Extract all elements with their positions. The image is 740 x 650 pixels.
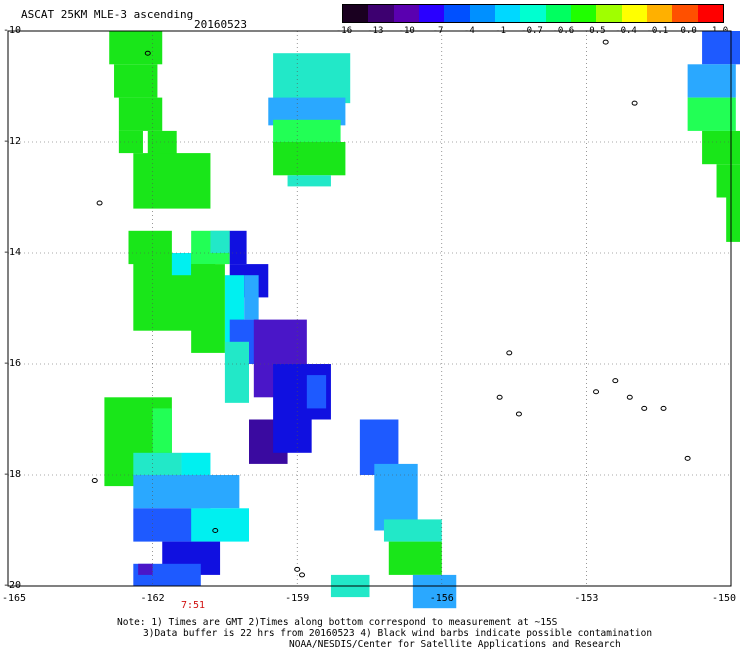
graticule — [8, 31, 731, 586]
longitude-label: -156 — [429, 593, 454, 604]
island-outline — [660, 405, 667, 411]
colorbar-segment — [393, 5, 419, 22]
wind-cell — [191, 508, 249, 542]
wind-cells-layer — [104, 31, 740, 609]
island-outline — [91, 478, 98, 484]
islands-layer — [91, 39, 691, 578]
wind-cell — [210, 230, 230, 253]
colorbar-segment — [697, 5, 723, 22]
latitude-label: -20 — [3, 580, 22, 591]
colorbar-segment — [469, 5, 495, 22]
longitude-label: -162 — [140, 593, 165, 604]
longitude-label: -153 — [574, 593, 599, 604]
colorbar-segment — [520, 5, 546, 22]
colorbar-segment — [672, 5, 698, 22]
island-outline — [641, 405, 648, 411]
colorbar-segment — [570, 5, 597, 22]
product-title: ASCAT 25KM MLE-3 ascending — [21, 8, 194, 21]
colorbar-segment — [646, 5, 673, 22]
wind-cell — [138, 563, 153, 575]
latitude-label: -10 — [3, 25, 22, 36]
wind-cell — [412, 574, 457, 609]
wind-cell — [191, 264, 225, 353]
island-outline — [144, 50, 151, 56]
wind-cell — [244, 275, 259, 320]
pass-time-label: 7:51 — [181, 600, 206, 611]
island-outline — [602, 39, 609, 45]
colorbar-segment — [596, 5, 622, 22]
colorbar-segment — [368, 5, 394, 22]
wind-cell — [702, 31, 740, 65]
island-outline — [684, 455, 691, 461]
wind-cell — [388, 541, 442, 575]
wind-cell — [716, 164, 740, 198]
wind-cell — [114, 64, 158, 98]
island-outline — [515, 411, 522, 417]
island-outline — [626, 394, 633, 400]
map-frame — [7, 30, 732, 587]
wind-cell — [287, 175, 331, 187]
latitude-label: -14 — [3, 247, 22, 258]
wind-cell — [152, 408, 172, 453]
colorbar — [342, 4, 724, 23]
island-outline — [593, 389, 600, 395]
wind-cell — [273, 419, 312, 453]
longitude-label: -150 — [711, 593, 737, 604]
wind-cell — [133, 475, 240, 509]
colorbar-segment — [343, 5, 369, 22]
colorbar-segment — [418, 5, 445, 22]
colorbar-segment — [444, 5, 470, 22]
wind-cell — [229, 230, 247, 265]
island-outline — [294, 566, 301, 572]
wind-cell — [687, 64, 736, 98]
island-outline — [212, 528, 219, 533]
longitude-label: -165 — [1, 593, 27, 604]
wind-cell — [133, 452, 182, 475]
wind-cell — [726, 197, 740, 242]
wind-cell — [273, 142, 346, 176]
latitude-label: -16 — [3, 358, 22, 369]
wind-cell — [171, 253, 192, 276]
colorbar-segment — [621, 5, 647, 22]
wind-cell — [702, 130, 740, 165]
island-outline — [299, 572, 306, 578]
longitude-label: -159 — [285, 593, 310, 604]
date-label: 20160523 — [194, 18, 247, 31]
island-outline — [496, 394, 503, 400]
note-line-3: NOAA/NESDIS/Center for Satellite Applica… — [289, 639, 621, 650]
note-line-1: Note: 1) Times are GMT 2)Times along bot… — [117, 617, 558, 628]
wind-cell — [383, 519, 442, 542]
wind-cell — [224, 341, 249, 403]
wind-cell — [687, 97, 736, 131]
colorbar-segment — [494, 5, 521, 22]
island-outline — [612, 378, 619, 384]
wind-cell — [109, 31, 163, 65]
island-outline — [96, 200, 103, 206]
colorbar-segment — [545, 5, 571, 22]
wind-cell — [133, 153, 211, 209]
wind-cell — [273, 53, 351, 104]
latitude-label: -18 — [3, 469, 22, 480]
wind-cell — [306, 375, 327, 409]
latitude-label: -12 — [3, 136, 22, 147]
island-outline — [631, 100, 638, 106]
note-line-2: 3)Data buffer is 22 hrs from 20160523 4)… — [143, 628, 653, 639]
wind-cell — [118, 130, 143, 154]
wind-cell — [118, 97, 163, 131]
island-outline — [506, 350, 513, 356]
